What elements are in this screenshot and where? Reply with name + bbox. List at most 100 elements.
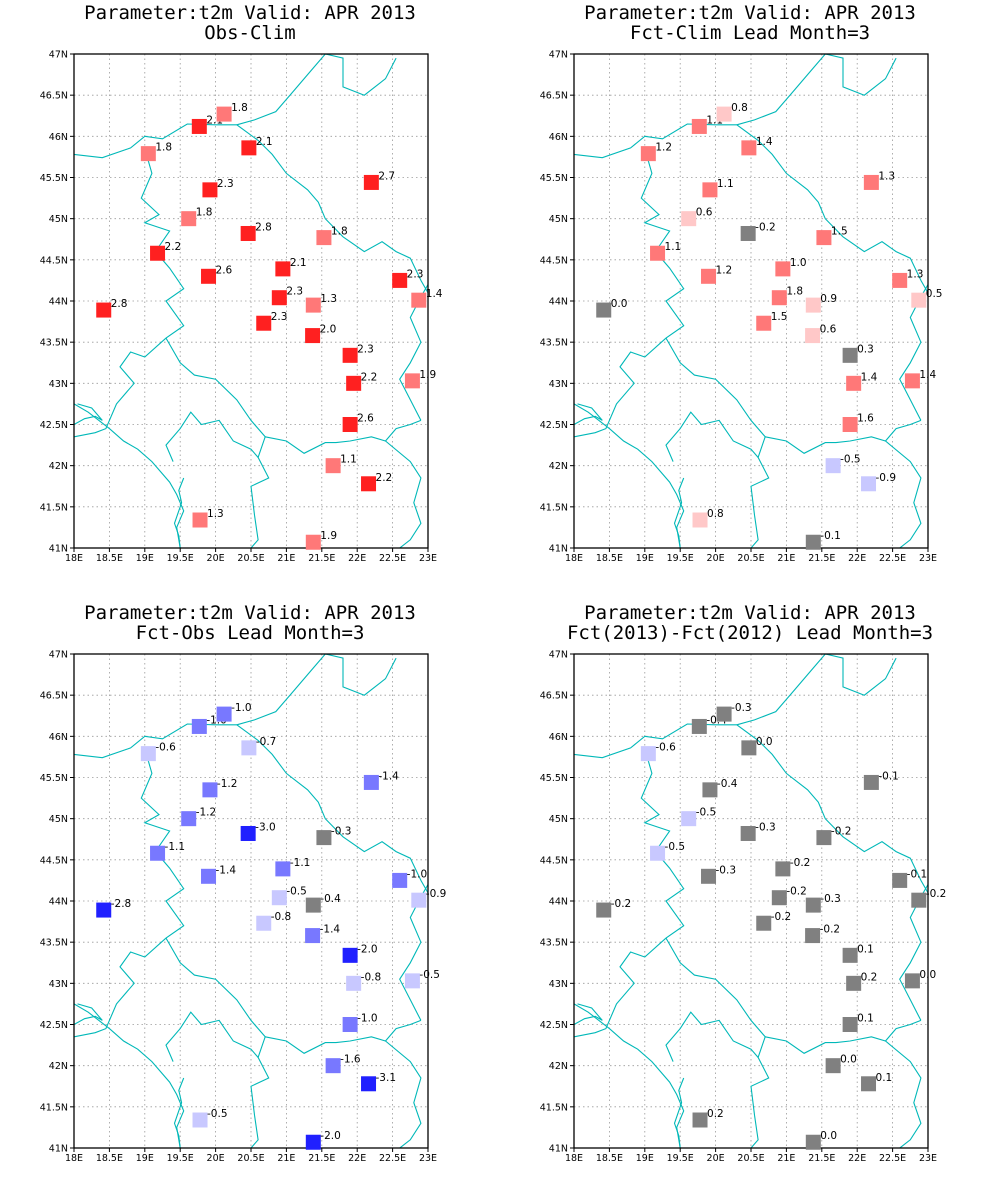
station-marker (305, 897, 321, 913)
border-line (74, 403, 185, 548)
y-tick-label: 41.5N (40, 1102, 68, 1113)
station-marker (596, 902, 612, 918)
gridlines (574, 54, 928, 548)
station-value-label: 0.5 (926, 288, 943, 300)
y-tick-label: 43N (49, 979, 68, 990)
station-marker (305, 1134, 321, 1150)
station-value-label: -1.4 (216, 864, 237, 876)
station-value-label: -1.4 (378, 770, 399, 782)
map-canvas: 18E 18.5E 19E 19.5E 20E 20.5E 21E 21.5E 22E 22.5E… (540, 50, 943, 565)
station-marker (404, 373, 420, 389)
y-tick-label: 46.5N (540, 691, 568, 702)
station-value-label: 0.2 (861, 971, 878, 983)
station-marker (681, 811, 697, 827)
station-value-label: -0.3 (820, 893, 841, 905)
station-value-label: 2.2 (376, 472, 393, 484)
station-marker (404, 973, 420, 989)
station-marker (816, 830, 832, 846)
x-tick-label: 20E (207, 1153, 225, 1164)
station-marker (863, 774, 879, 790)
y-tick-label: 45N (549, 814, 568, 825)
border-line (736, 654, 897, 726)
y-tick-label: 41.5N (40, 502, 68, 513)
station-marker (202, 782, 218, 798)
station-value-label: -0.9 (876, 472, 897, 484)
x-tick-label: 22E (848, 553, 866, 564)
station-marker (805, 534, 821, 550)
y-tick-label: 41N (49, 1144, 68, 1155)
station-marker (202, 182, 218, 198)
x-tick-label: 23E (919, 1153, 937, 1164)
x-tick-label: 20.5E (737, 553, 764, 564)
station-value-label: -0.1 (820, 530, 841, 542)
station-marker (411, 292, 427, 308)
station-marker (816, 230, 832, 246)
y-tick-label: 45.5N (40, 173, 68, 184)
station-value-label: 1.1 (717, 178, 734, 190)
y-tick-label: 47N (549, 50, 568, 61)
y-tick-label: 44N (49, 297, 68, 308)
station-marker (842, 347, 858, 363)
station-value-label: -0.2 (786, 886, 807, 898)
station-marker (305, 328, 321, 344)
border-line (236, 654, 397, 726)
y-tick-label: 46.5N (540, 91, 568, 102)
station-marker (702, 182, 718, 198)
station-marker (775, 261, 791, 277)
x-tick-label: 21E (277, 553, 295, 564)
station-marker (240, 225, 256, 241)
station-value-label: 1.5 (771, 311, 788, 323)
station-marker (842, 947, 858, 963)
y-tick-label: 44N (49, 897, 68, 908)
station-marker (96, 902, 112, 918)
station-markers: 0.01.21.10.81.11.41.30.6-0.2 1.51.11.21.0… (596, 102, 942, 550)
border-line (250, 457, 270, 548)
station-value-label: -1.0 (407, 868, 428, 880)
station-value-label: -0.2 (771, 911, 792, 923)
station-marker (275, 261, 291, 277)
station-markers: 2.81.82.11.82.32.12.71.82.8 1.82.22.62.12… (96, 102, 443, 550)
station-value-label: 1.6 (857, 413, 874, 425)
station-marker (305, 928, 321, 944)
station-value-label: 1.8 (331, 226, 348, 238)
y-tick-label: 44.5N (540, 255, 568, 266)
x-tick-label: 21.5E (308, 1153, 335, 1164)
x-tick-label: 21.5E (308, 553, 335, 564)
x-tick-label: 19E (636, 1153, 654, 1164)
border-line (165, 937, 266, 1062)
station-marker (181, 211, 197, 227)
station-value-label: 0.8 (707, 508, 724, 520)
station-marker (691, 118, 707, 134)
panel-title: Parameter:t2m Valid: APR 2013 (84, 2, 416, 24)
station-marker (740, 225, 756, 241)
station-marker (825, 1058, 841, 1074)
y-tick-label: 42.5N (540, 420, 568, 431)
x-tick-label: 22.5E (379, 553, 406, 564)
x-tick-label: 20.5E (237, 553, 264, 564)
y-tick-label: 45.5N (540, 773, 568, 784)
border-line (736, 54, 897, 126)
border-line (385, 1040, 422, 1148)
y-tick-label: 47N (49, 650, 68, 661)
station-marker (716, 706, 732, 722)
station-marker (846, 375, 862, 391)
border-line (765, 419, 922, 454)
y-tick-label: 45N (549, 214, 568, 225)
station-value-label: -0.5 (696, 807, 717, 819)
y-tick-label: 42N (49, 461, 68, 472)
station-value-label: 1.9 (320, 530, 337, 542)
border-line (574, 148, 685, 438)
coastlines (74, 54, 428, 548)
station-value-label: -0.8 (361, 971, 382, 983)
y-tick-label: 43N (549, 979, 568, 990)
station-value-label: 1.2 (716, 264, 733, 276)
station-marker (805, 928, 821, 944)
station-value-label: -1.6 (340, 1054, 361, 1066)
y-tick-label: 42.5N (540, 1020, 568, 1031)
station-marker (305, 534, 321, 550)
coastlines (74, 654, 428, 1148)
station-marker (771, 290, 787, 306)
station-value-label: 1.8 (231, 102, 248, 114)
y-tick-label: 43N (549, 379, 568, 390)
station-value-label: 1.5 (831, 226, 848, 238)
